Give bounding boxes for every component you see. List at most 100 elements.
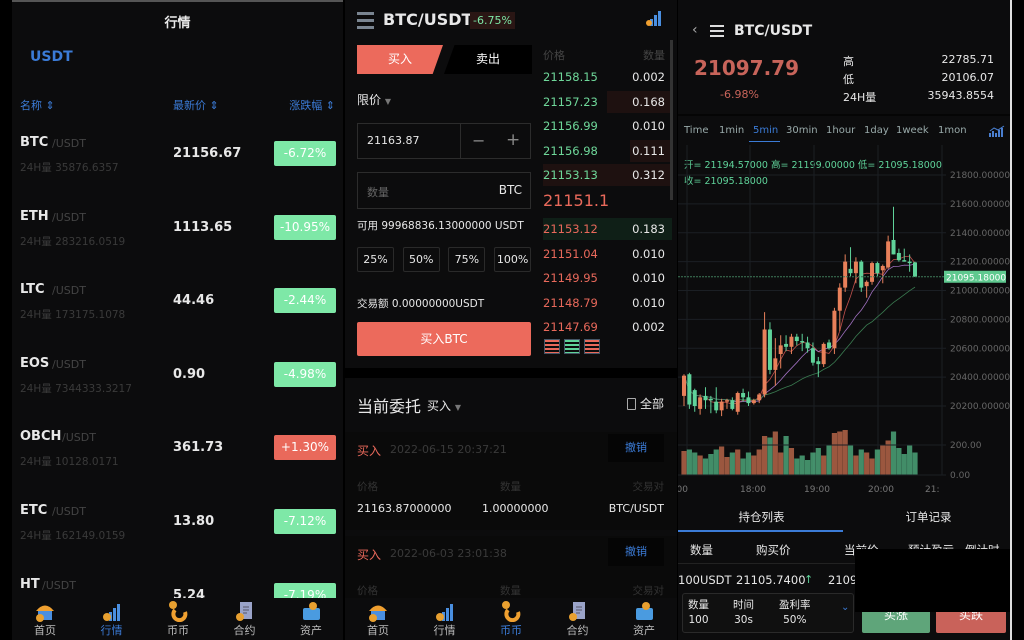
candle-body [875, 263, 880, 274]
sell-tab[interactable]: 卖出 [444, 45, 532, 74]
percent-button[interactable]: 50% [402, 247, 440, 272]
sort-price[interactable]: 最新价 ⇕ [173, 97, 219, 113]
plus-button[interactable]: + [506, 130, 521, 150]
volume: 24H量 7344333.3217 [20, 382, 132, 395]
percent-button[interactable]: 75% [448, 247, 486, 272]
candle-body [682, 375, 686, 396]
ask-row[interactable]: 21153.13 0.312 [543, 164, 672, 187]
price: 0.90 [173, 366, 206, 382]
volume: 24H量 10128.0171 [20, 456, 119, 469]
orders-filter[interactable]: 买入 ▼ [427, 397, 461, 414]
volume-bar [756, 449, 762, 475]
price-tick: 20800.00000 [950, 315, 1010, 325]
change-badge: -10.95% [274, 214, 336, 240]
minus-button[interactable]: − [472, 131, 486, 150]
volume-bar [890, 431, 897, 475]
nav-home[interactable]: 首页 [353, 600, 403, 638]
bid-row[interactable]: 21151.04 0.010 [543, 243, 672, 265]
arrow-up-icon: ↑ [804, 573, 814, 586]
volume-bar [912, 452, 918, 475]
ask-row[interactable]: 21157.23 0.168 [543, 90, 672, 113]
order-price: 21163.87000000 [357, 502, 452, 515]
position-header: 数量 [690, 543, 713, 557]
nav-contract[interactable]: 合约 [553, 600, 603, 638]
market-row[interactable]: OBCH /USDT 24H量 10128.0171 361.73 +1.30% [12, 429, 343, 489]
timeframe-1week[interactable]: 1week [896, 125, 929, 136]
ask-row[interactable]: 21158.15 0.002 [543, 66, 672, 88]
menu-icon[interactable] [357, 12, 374, 29]
caret-down-icon: ▼ [454, 403, 461, 412]
symbol: ETH [20, 208, 49, 224]
tab-positions[interactable]: 持仓列表 [738, 510, 785, 524]
order-side: 买入 [357, 548, 382, 562]
market-row[interactable]: ETH /USDT 24H量 283216.0519 1113.65 -10.9… [12, 209, 343, 269]
depth-both-icon[interactable] [544, 339, 560, 354]
candle-body [848, 268, 853, 274]
bid-qty: 0.002 [632, 320, 665, 335]
candle-body [821, 343, 826, 365]
depth-bids-icon[interactable] [564, 339, 580, 354]
candle-body [886, 241, 891, 268]
quantity-input[interactable]: 数量 BTC [357, 172, 531, 209]
label-pair: 交易对 [632, 585, 665, 597]
percent-button[interactable]: 25% [357, 247, 394, 272]
timeframe-1min[interactable]: 1min [719, 125, 745, 136]
percent-button[interactable]: 100% [494, 247, 532, 272]
back-icon[interactable]: ‹ [692, 22, 698, 38]
order-type-select[interactable]: 限价 ▼ [357, 91, 391, 108]
nav-assets[interactable]: 资产 [286, 600, 336, 638]
timeframe-30min[interactable]: 30min [786, 125, 818, 136]
sort-icon: ⇕ [45, 99, 55, 112]
cancel-order-button[interactable]: 撤销 [608, 538, 664, 566]
market-row[interactable]: LTC /USDT 24H量 173175.1078 44.46 -2.44% [12, 282, 343, 342]
nav-spot[interactable]: 币币 [153, 600, 203, 638]
nav-label: 合约 [233, 624, 256, 637]
timeframe-5min[interactable]: 5min [753, 125, 779, 136]
volume-bar [885, 440, 891, 475]
tab-usdt[interactable]: USDT [30, 49, 73, 65]
label-qty: 数量 [500, 481, 521, 493]
assets-icon [619, 600, 669, 622]
bid-row[interactable]: 21148.79 0.010 [543, 292, 672, 314]
buy-tab[interactable]: 买入 [357, 45, 443, 74]
depth-asks-icon[interactable] [584, 339, 600, 354]
all-orders-link[interactable]: 全部 [627, 395, 664, 412]
nav-market[interactable]: 行情 [87, 600, 137, 638]
ask-row[interactable]: 21156.99 0.010 [543, 115, 672, 137]
cancel-order-button[interactable]: 撤销 [608, 434, 664, 462]
volume-bar [713, 449, 719, 475]
bid-row[interactable]: 21149.95 0.010 [543, 267, 672, 289]
nav-home[interactable]: 首页 [20, 600, 70, 638]
market-row[interactable]: ETC /USDT 24H量 162149.0159 13.80 -7.12% [12, 503, 343, 563]
indicator-icon[interactable] [989, 125, 1005, 137]
spot-icon [153, 600, 203, 623]
kline-chart-icon[interactable] [645, 10, 663, 26]
timeframe-1mon[interactable]: 1mon [938, 125, 967, 136]
volume-bar [896, 448, 902, 475]
ask-row[interactable]: 21156.98 0.111 [543, 139, 672, 162]
scrollbar[interactable] [670, 40, 673, 200]
timeframe-1day[interactable]: 1day [864, 125, 889, 136]
candlestick-chart[interactable]: 21800.00000 21600.00000 21400.00000 21200.0… [678, 145, 1012, 495]
ma20-line [683, 286, 916, 401]
sort-change[interactable]: 涨跌幅 ⇕ [289, 97, 335, 113]
tab-order-history[interactable]: 订单记录 [905, 510, 952, 524]
bid-row[interactable]: 21153.12 0.183 [543, 218, 672, 240]
bid-row[interactable]: 21147.69 0.002 [543, 316, 672, 338]
buy-btc-button[interactable]: 买入BTC [357, 322, 531, 356]
timeframe-1hour[interactable]: 1hour [826, 125, 856, 136]
nav-assets[interactable]: 资产 [619, 600, 669, 638]
market-row[interactable]: EOS /USDT 24H量 7344333.3217 0.90 -4.98% [12, 356, 343, 416]
timeframe-Time[interactable]: Time [684, 125, 709, 136]
list-icon[interactable] [710, 25, 724, 37]
market-row[interactable]: BTC /USDT 24H量 35876.6357 21156.67 -6.72… [12, 135, 343, 195]
nav-market[interactable]: 行情 [420, 600, 470, 638]
label-pair: 交易对 [632, 481, 665, 493]
nav-contract[interactable]: 合约 [220, 600, 270, 638]
sort-name[interactable]: 名称 ⇕ [20, 97, 55, 113]
chevron-down-icon[interactable]: ⌄ [841, 602, 850, 613]
price-input[interactable]: 21163.87 − + [357, 123, 531, 159]
price: 13.80 [173, 514, 215, 529]
nav-spot[interactable]: 币币 [486, 600, 536, 638]
bid-qty: 0.183 [632, 222, 665, 236]
